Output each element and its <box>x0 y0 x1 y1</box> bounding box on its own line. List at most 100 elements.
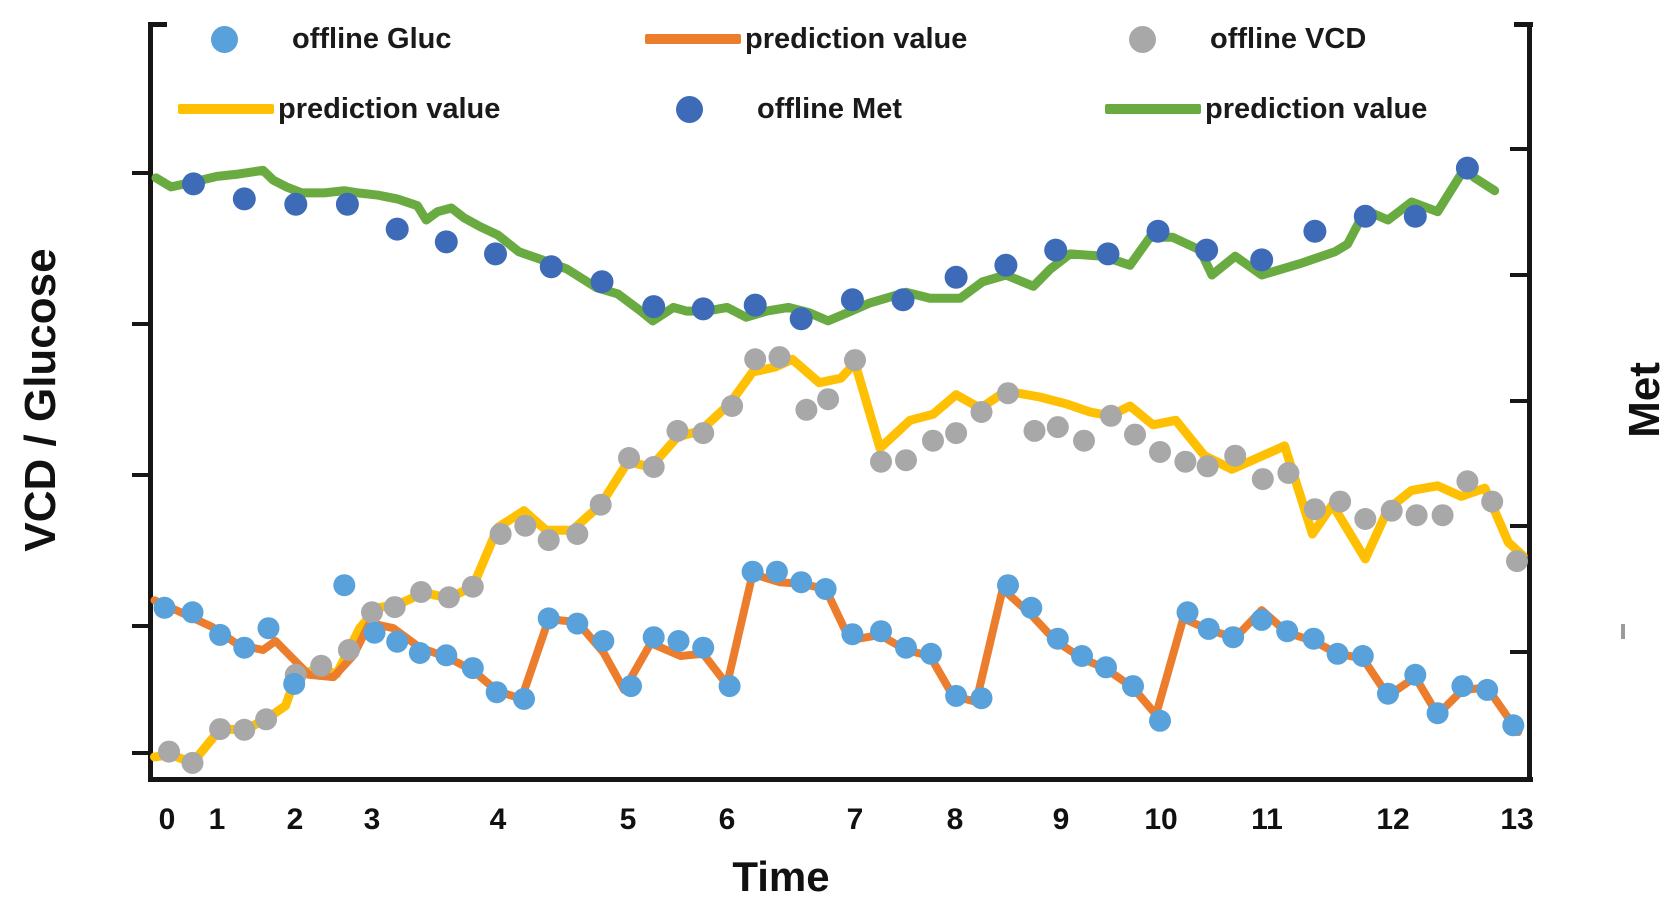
data-point <box>435 644 458 667</box>
legend-item-prediction-met: prediction value <box>1105 94 1427 124</box>
data-point <box>1405 504 1428 527</box>
data-point <box>1326 642 1349 665</box>
data-point <box>233 636 256 659</box>
legend-item-offline-met: offline Met <box>676 94 902 124</box>
data-point <box>1431 504 1454 527</box>
data-point <box>795 398 818 421</box>
data-point <box>181 751 204 774</box>
y-right-tick <box>1510 524 1528 528</box>
data-point <box>1250 248 1274 272</box>
data-point <box>1276 620 1299 643</box>
data-point <box>514 514 537 537</box>
data-point <box>1277 462 1300 484</box>
x-tick-label-11: 11 <box>1251 803 1283 836</box>
data-point <box>1455 156 1479 180</box>
data-point <box>310 654 333 677</box>
data-point <box>1451 675 1474 698</box>
data-point <box>692 636 715 659</box>
data-point <box>642 295 666 319</box>
series-offline-vcd <box>158 346 1528 774</box>
data-point <box>385 217 409 241</box>
data-point <box>1377 682 1399 705</box>
data-point <box>1196 455 1219 478</box>
data-point <box>1020 596 1043 619</box>
x-tick-label-3: 3 <box>363 803 381 836</box>
legend-dot-icon-gluc <box>211 25 238 53</box>
data-point <box>257 617 280 640</box>
data-point <box>233 718 256 741</box>
data-point <box>1096 242 1120 266</box>
data-point <box>255 708 278 731</box>
data-point <box>870 620 892 643</box>
data-point <box>1122 675 1144 698</box>
data-point <box>743 293 767 317</box>
data-point <box>1044 238 1068 262</box>
data-point <box>1195 238 1219 262</box>
data-point <box>1176 601 1199 624</box>
x-tick-label-5: 5 <box>619 803 637 836</box>
data-point <box>666 419 689 442</box>
y-left-tick <box>132 473 150 477</box>
data-point <box>1071 645 1093 667</box>
y-left-tick <box>132 751 150 755</box>
x-tick-label-13: 13 <box>1500 803 1534 836</box>
data-point <box>618 447 640 469</box>
data-point <box>590 270 614 294</box>
legend-label: prediction value <box>745 23 968 55</box>
series-prediction-value-met- <box>151 163 1500 326</box>
data-point <box>1023 419 1046 442</box>
data-point <box>744 348 767 371</box>
data-point <box>182 172 205 196</box>
data-point <box>1456 470 1479 493</box>
x-tick-label-4: 4 <box>489 803 507 836</box>
data-point <box>997 574 1019 597</box>
data-point <box>718 675 741 698</box>
data-point <box>994 253 1018 277</box>
frame-top-right-stub <box>1514 22 1533 27</box>
data-point <box>437 586 460 609</box>
data-point <box>513 687 535 710</box>
data-point <box>1380 499 1403 522</box>
y-axis-title-left: VCD / Glucose <box>16 248 65 552</box>
data-point <box>945 422 968 445</box>
data-point <box>1174 450 1197 473</box>
series-offline-met <box>182 156 1479 331</box>
data-point <box>1100 404 1122 427</box>
data-point <box>410 581 433 603</box>
frame-top-left-stub <box>148 22 167 27</box>
data-point <box>283 672 306 695</box>
y-axis-right-line <box>1527 22 1532 782</box>
data-point <box>1046 627 1069 650</box>
legend-item-prediction-vcd: prediction value <box>178 94 500 124</box>
data-point <box>209 623 232 646</box>
data-point <box>1481 490 1504 513</box>
series-offline-gluc <box>153 560 1525 737</box>
data-point <box>1404 663 1427 686</box>
data-point <box>363 621 386 644</box>
data-point <box>667 630 690 652</box>
data-point <box>484 242 507 266</box>
y-right-tick <box>1510 650 1528 654</box>
legend-label: offline Met <box>757 93 902 125</box>
data-point <box>1303 219 1327 243</box>
legend-item-offline-gluc: offline Gluc <box>211 24 452 54</box>
data-point <box>1197 617 1220 640</box>
data-point <box>386 630 409 653</box>
data-point <box>817 388 840 411</box>
data-point <box>209 718 232 741</box>
y-right-tick <box>1510 147 1528 151</box>
data-point <box>944 265 968 289</box>
data-point <box>537 529 560 552</box>
x-tick-label-7: 7 <box>846 803 864 836</box>
data-point <box>841 623 864 646</box>
data-point <box>844 349 866 372</box>
data-point <box>1329 490 1352 513</box>
legend-item-prediction-gluc: prediction value <box>645 24 967 54</box>
y-axis-left-line <box>148 22 153 782</box>
data-point <box>539 255 563 279</box>
x-tick-label-9: 9 <box>1052 803 1070 836</box>
legend-item-offline-vcd: offline VCD <box>1129 24 1366 54</box>
data-point <box>489 523 512 545</box>
